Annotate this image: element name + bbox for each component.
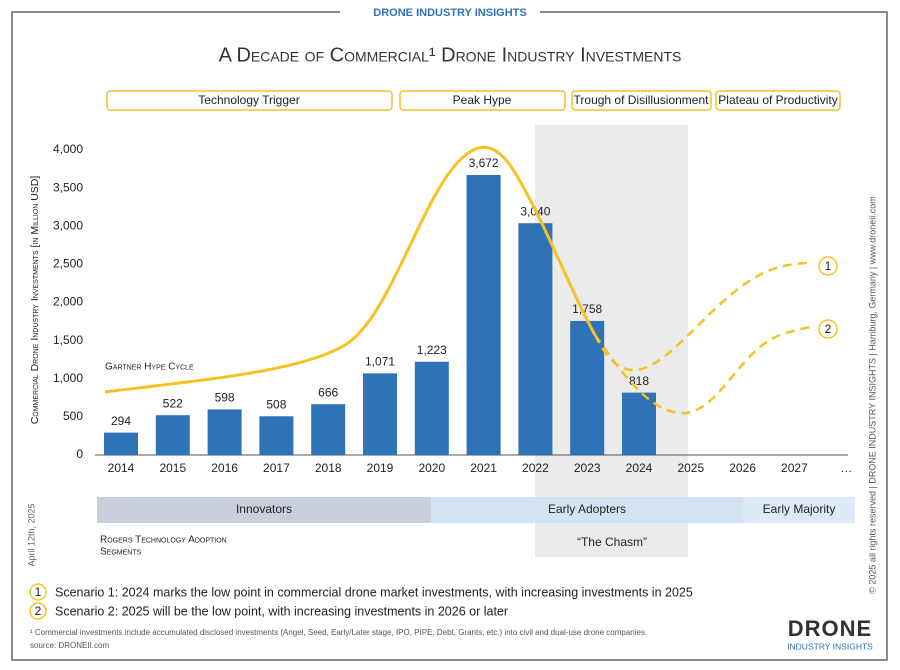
segment <box>97 497 431 523</box>
bar <box>363 373 397 455</box>
x-tick-label: 2017 <box>263 461 290 475</box>
segment <box>743 497 855 523</box>
logo-sub: INDUSTRY INSIGHTS <box>787 641 873 651</box>
y-tick-label: 500 <box>63 409 83 423</box>
rogers-label: Segments <box>100 547 142 558</box>
y-tick-label: 3,500 <box>53 180 83 194</box>
scenario-curve <box>593 261 813 372</box>
scenario-marker <box>29 583 47 601</box>
phase-box <box>715 90 841 111</box>
chasm-label: “The Chasm” <box>577 535 647 549</box>
bar <box>104 432 138 455</box>
bar <box>466 175 501 455</box>
phase-box <box>106 90 393 111</box>
x-tick-label: 2014 <box>108 461 135 475</box>
bar <box>259 416 294 455</box>
phase: Plateau of Productivity <box>718 93 837 107</box>
scenario-text: Scenario 1: 2024 marks the low point in … <box>55 585 693 599</box>
copyright: © 2025 all rights reserved | DRONE INDUS… <box>867 196 877 593</box>
footnote: ¹ Commercial investments include accumul… <box>30 628 647 637</box>
x-tick-label: 2015 <box>159 461 186 475</box>
chasm-shade <box>535 125 688 557</box>
value-label: 666 <box>318 385 338 399</box>
phase: Technology Trigger <box>198 93 299 107</box>
value-label: 598 <box>215 391 235 405</box>
scenario-text: Scenario 2: 2025 will be the low point, … <box>55 604 508 618</box>
x-tick-label: 2026 <box>729 461 756 475</box>
bar <box>207 409 242 455</box>
hype-curve <box>104 145 597 394</box>
bar <box>155 415 190 455</box>
y-tick-label: 4,000 <box>53 142 83 156</box>
value-label: 1,071 <box>365 355 395 369</box>
value-label: 1,758 <box>572 302 602 316</box>
y-tick-label: 2,500 <box>53 257 83 271</box>
x-tick-label: 2025 <box>677 461 704 475</box>
date: April 12th, 2025 <box>26 503 36 566</box>
bar <box>311 404 346 455</box>
header: DRONE INDUSTRY INSIGHTS <box>373 7 526 19</box>
y-tick-label: 2,000 <box>53 295 83 309</box>
x-tick-label: 2022 <box>522 461 549 475</box>
bar <box>414 361 449 455</box>
x-tick-label: 2023 <box>574 461 601 475</box>
x-tick-label: 2021 <box>470 461 497 475</box>
scenario-number: 2 <box>825 322 832 336</box>
x-tick-label: 2019 <box>367 461 394 475</box>
segment-label: Innovators <box>236 502 292 516</box>
bar <box>622 392 656 455</box>
scenario-marker <box>818 319 838 339</box>
header-bg <box>340 4 540 20</box>
scenario-number: 2 <box>35 604 42 618</box>
phase: Peak Hype <box>453 93 512 107</box>
x-tick-label: 2016 <box>211 461 238 475</box>
segment-label: Early Adopters <box>548 502 626 516</box>
value-label: 818 <box>629 374 649 388</box>
value-label: 508 <box>266 397 286 411</box>
scenario-curve <box>593 325 813 415</box>
segment-label: Early Majority <box>763 502 836 516</box>
y-tick-label: 3,000 <box>53 218 83 232</box>
scenario-marker <box>29 602 47 620</box>
logo: DRONE <box>788 616 872 641</box>
source: source: DRONEII.com <box>30 641 109 650</box>
value-label: 294 <box>111 414 131 428</box>
bar <box>518 223 553 455</box>
value-label: 1,223 <box>417 343 447 357</box>
x-tick-label: 2018 <box>315 461 342 475</box>
rogers-label: Rogers Technology Adoption <box>100 535 227 546</box>
segment <box>431 497 743 523</box>
phase-box <box>571 90 712 111</box>
phase: Trough of Disillusionment <box>574 93 710 107</box>
x-tick-label: 2020 <box>418 461 445 475</box>
value-label: 522 <box>163 396 183 410</box>
x-tick-label: 2024 <box>626 461 653 475</box>
plot: 0 500 1,000 1,500 2,000 2,500 3,000 3,500 4,000 2… <box>53 142 852 475</box>
x-tick-label: … <box>840 461 852 475</box>
phases: Technology Trigger Peak Hype Trough of D… <box>106 90 841 111</box>
hype-label: Gartner Hype Cycle <box>105 362 194 373</box>
y-tick-label: 0 <box>76 447 83 461</box>
x-tick-label: 2027 <box>781 461 808 475</box>
scenario-marker <box>818 256 838 276</box>
y-tick-label: 1,000 <box>53 371 83 385</box>
y-tick-label: 1,500 <box>53 333 83 347</box>
scenario-number: 1 <box>825 259 832 273</box>
value-label: 3,672 <box>469 156 499 170</box>
phase-box <box>399 90 566 111</box>
y-axis-label: Commercial Drone Industry Investments [i… <box>29 176 41 425</box>
chart-title: A Decade of Commercial¹ Drone Industry I… <box>219 44 682 66</box>
scenario-number: 1 <box>35 585 42 599</box>
